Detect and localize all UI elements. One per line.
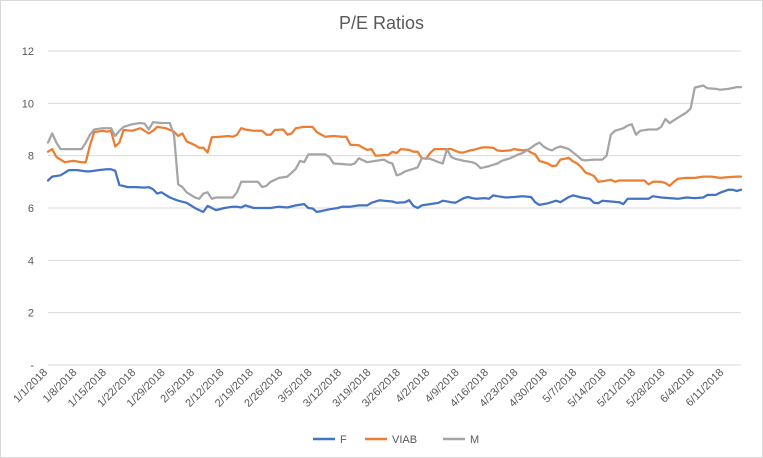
series-line-f (46, 168, 743, 214)
legend-label-f: F (340, 434, 347, 446)
y-tick-label: 8 (28, 151, 34, 163)
series-line-m (46, 84, 743, 200)
y-tick-label: 10 (22, 98, 34, 110)
y-tick-label: 4 (28, 255, 34, 267)
series-line-viab (46, 125, 743, 187)
y-tick-label: 2 (28, 308, 34, 320)
y-tick-label: - (30, 360, 34, 372)
y-tick-label: 6 (28, 203, 34, 215)
legend-label-viab: VIAB (392, 434, 417, 446)
chart-title: P/E Ratios (338, 13, 425, 33)
legend-label-m: M (470, 434, 479, 446)
y-tick-label: 12 (22, 46, 34, 58)
